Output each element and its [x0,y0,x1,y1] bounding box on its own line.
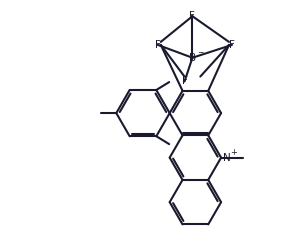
Text: F: F [189,11,195,21]
Text: +: + [230,148,237,157]
Text: F: F [155,40,161,50]
Text: −: − [197,48,204,57]
Text: F: F [229,40,235,50]
Text: N: N [223,153,231,163]
Text: B: B [189,53,196,63]
Text: F: F [181,76,187,86]
